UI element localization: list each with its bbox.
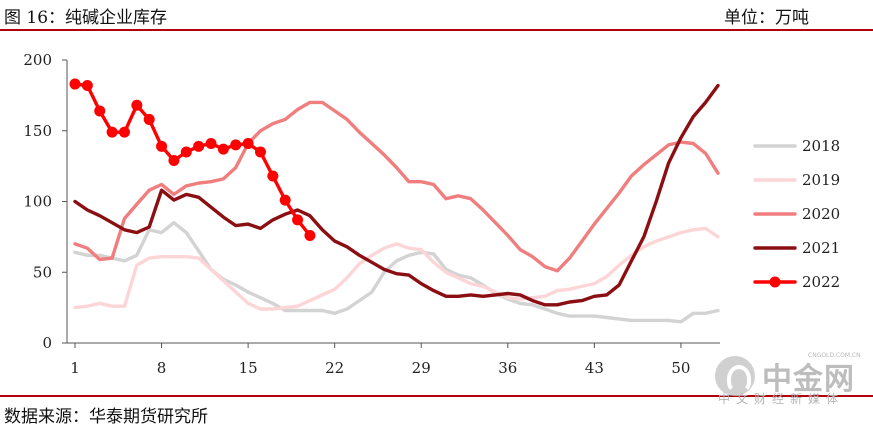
y-tick-label: 100: [23, 193, 52, 211]
data-point-2022: [131, 99, 143, 111]
legend-label-2018: 2018: [802, 137, 840, 155]
data-point-2022: [267, 170, 279, 182]
x-tick-label: 8: [157, 359, 167, 377]
data-point-2022: [143, 113, 155, 125]
legend-label-2021: 2021: [802, 239, 840, 257]
header: 图 16：纯碱企业库存 单位：万吨: [0, 0, 873, 30]
watermark-domain: CNGOLD.COM.CN: [808, 352, 861, 359]
data-point-2022: [168, 154, 180, 166]
legend-label-2022: 2022: [802, 273, 840, 291]
chart-legend: 2018 2019 2020 2021 2022: [753, 137, 840, 291]
data-point-2022: [156, 140, 168, 152]
x-tick-label: 36: [498, 359, 517, 377]
legend-label-2020: 2020: [802, 205, 840, 223]
y-tick-label: 200: [23, 51, 52, 69]
legend-marker-2022: [769, 276, 781, 288]
x-tick-label: 50: [671, 359, 690, 377]
data-point-2022: [217, 143, 229, 155]
watermark-brand: 中金网: [762, 362, 855, 397]
x-tick-label: 15: [239, 359, 258, 377]
series-line-2021: [73, 83, 720, 307]
legend-label-2019: 2019: [802, 171, 840, 189]
x-tick-label: 1: [70, 359, 80, 377]
bottom-divider: [0, 395, 873, 397]
y-tick-label: 0: [42, 334, 52, 352]
watermark-tagline: 中文财经新媒体: [718, 392, 845, 406]
watermark-logo: 中金网 CNGOLD.COM.CN 中文财经新媒体: [712, 352, 872, 406]
x-tick-label: 22: [325, 359, 344, 377]
chart-series: [69, 78, 720, 324]
data-point-2022: [118, 126, 130, 138]
data-point-2022: [242, 137, 254, 149]
data-point-2022: [193, 140, 205, 152]
series-line-2022: [73, 82, 312, 238]
data-point-2022: [230, 139, 242, 151]
y-tick-label: 50: [33, 263, 52, 281]
top-divider: [0, 29, 873, 31]
x-tick-label: 43: [585, 359, 604, 377]
data-point-2022: [180, 146, 192, 158]
data-point-2022: [279, 194, 291, 206]
source-note: 数据来源：华泰期货研究所: [4, 407, 208, 427]
watermark-emblem-icon: [715, 356, 755, 396]
data-point-2022: [81, 79, 93, 91]
unit-label: 单位：万吨: [724, 8, 809, 28]
data-point-2022: [94, 105, 106, 117]
series-line-2018: [73, 220, 720, 324]
data-point-2022: [205, 137, 217, 149]
data-point-2022: [304, 229, 316, 241]
series-line-2020: [73, 100, 720, 273]
x-tick-label: 29: [412, 359, 431, 377]
chart-title: 图 16：纯碱企业库存: [4, 8, 168, 28]
data-point-2022: [69, 78, 81, 90]
data-point-2022: [106, 126, 118, 138]
y-tick-label: 150: [23, 122, 52, 140]
data-point-2022: [254, 146, 266, 158]
chart-axes: 0 50 100 150 200 1 8 15 22 29 36 43 50: [23, 51, 720, 377]
series-line-2019: [73, 226, 720, 311]
data-point-2022: [292, 214, 304, 226]
